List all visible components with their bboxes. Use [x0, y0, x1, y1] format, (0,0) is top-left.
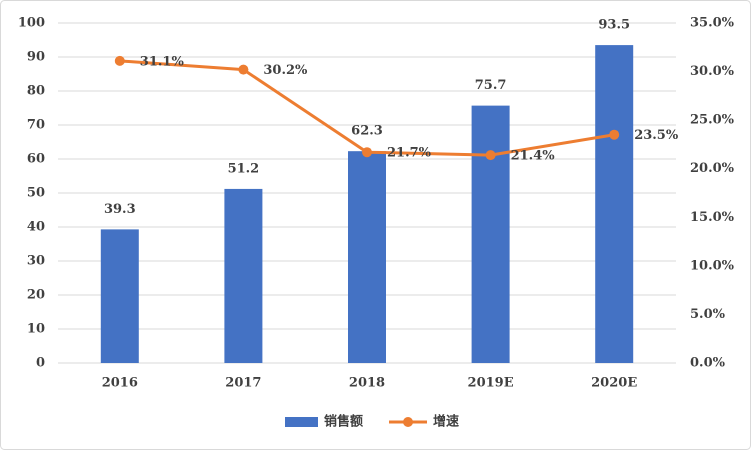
line-point: [362, 147, 372, 158]
y2-tick-label: 30.0%: [690, 64, 735, 79]
line-point: [238, 64, 249, 75]
x-tick-label: 2017: [225, 376, 261, 391]
bar: [100, 229, 139, 363]
bar: [595, 45, 634, 363]
y-tick-label: 90: [27, 50, 45, 65]
x-tick-label: 2019E: [468, 376, 514, 391]
line-point: [609, 129, 620, 140]
y-tick-label: 30: [27, 254, 45, 269]
legend-label: 销售额: [324, 414, 363, 430]
line-value-label: 23.5%: [634, 128, 679, 143]
y2-tick-label: 0.0%: [690, 356, 726, 371]
y2-tick-label: 35.0%: [690, 16, 735, 31]
line-point: [485, 150, 496, 161]
y-tick-label: 80: [27, 84, 45, 99]
y-tick-label: 70: [27, 118, 45, 133]
line-point: [114, 55, 125, 66]
line-value-label: 21.4%: [511, 149, 556, 164]
x-tick-label: 2020E: [591, 376, 637, 391]
bar-value-label: 93.5: [598, 18, 630, 33]
bar-value-label: 62.3: [351, 124, 383, 139]
bar: [224, 188, 263, 363]
y-tick-label: 20: [27, 288, 45, 303]
line-value-label: 31.1%: [140, 54, 185, 69]
y2-tick-label: 15.0%: [690, 210, 735, 225]
bar-value-label: 39.3: [104, 202, 136, 217]
y2-tick-label: 10.0%: [690, 258, 735, 273]
y-tick-label: 60: [27, 152, 45, 167]
y2-tick-label: 20.0%: [690, 161, 735, 176]
y-tick-label: 40: [27, 220, 45, 235]
legend-swatch: [285, 417, 318, 427]
bar: [348, 151, 386, 363]
x-tick-label: 2018: [349, 376, 385, 391]
x-tick-label: 2016: [102, 376, 138, 391]
y-tick-label: 50: [27, 186, 45, 201]
bar-value-label: 75.7: [475, 78, 507, 93]
y-tick-label: 10: [27, 322, 45, 337]
legend-swatch: [403, 417, 414, 427]
y-tick-label: 0: [36, 356, 45, 371]
legend-label: 增速: [433, 414, 459, 430]
y2-tick-label: 5.0%: [690, 307, 726, 322]
y2-tick-label: 25.0%: [690, 113, 735, 128]
y-tick-label: 100: [18, 16, 45, 31]
bar: [471, 105, 510, 364]
line-value-label: 21.7%: [387, 146, 432, 161]
bar-value-label: 51.2: [228, 161, 260, 176]
line-value-label: 30.2%: [263, 63, 308, 78]
